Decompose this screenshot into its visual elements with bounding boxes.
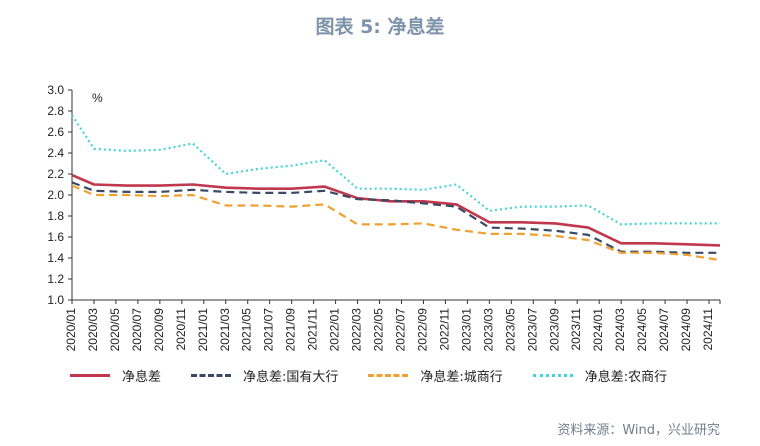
x-tick-label: 2023/03 xyxy=(481,308,495,352)
legend-swatch xyxy=(368,374,409,377)
x-tick-label: 2021/09 xyxy=(284,308,298,352)
y-tick-label: 2.0 xyxy=(47,188,64,202)
legend-item-4: 净息差:农商行 xyxy=(532,366,668,385)
legend-label: 净息差:国有大行 xyxy=(243,370,339,385)
legend-label: 净息差:城商行 xyxy=(420,370,503,385)
legend-swatch xyxy=(70,374,110,377)
x-tick-label: 2022/05 xyxy=(372,308,386,352)
series-line-3 xyxy=(71,184,721,262)
y-tick-label: 2.2 xyxy=(47,167,64,181)
series-line-2 xyxy=(71,181,720,254)
y-tick-label: 1.0 xyxy=(47,293,64,307)
series-layer xyxy=(71,114,721,262)
y-axis-unit-label: % xyxy=(92,91,103,105)
x-tick-label: 2021/03 xyxy=(218,308,232,352)
x-tick-label: 2020/05 xyxy=(108,308,122,352)
x-tick-label: 2024/11 xyxy=(701,308,715,351)
y-tick-label: 3.0 xyxy=(47,83,64,97)
x-tick-label: 2020/09 xyxy=(152,308,166,352)
y-tick-label: 1.8 xyxy=(47,209,64,223)
x-tick-label: 2021/11 xyxy=(306,308,320,351)
legend-item-1: 净息差 xyxy=(70,366,161,385)
x-tick-label: 2020/01 xyxy=(64,308,78,352)
x-tick-label: 2021/07 xyxy=(262,308,276,352)
x-tick-label: 2020/03 xyxy=(86,308,100,352)
legend-item-2: 净息差:国有大行 xyxy=(191,366,338,385)
x-tick-label: 2022/11 xyxy=(437,308,451,351)
axes-layer: 1.0 1.2 1.4 1.6 1.8 2.0 2.2 2.4 2.6 2.8 3.0% 2020/0… xyxy=(47,83,721,352)
x-tick-label: 2023/09 xyxy=(547,308,561,352)
y-tick-label: 2.8 xyxy=(47,104,64,118)
x-tick-label: 2023/01 xyxy=(459,308,473,352)
x-tick-label: 2023/11 xyxy=(569,308,583,351)
x-tick-label: 2024/01 xyxy=(591,308,605,352)
y-tick-label: 1.2 xyxy=(47,272,64,286)
series-line-1 xyxy=(71,173,721,247)
x-tick-label: 2021/01 xyxy=(196,308,210,352)
x-tick-label: 2020/11 xyxy=(174,308,188,351)
x-tick-label: 2024/03 xyxy=(613,308,627,352)
legend-label: 净息差:农商行 xyxy=(584,370,668,385)
y-tick-label: 1.4 xyxy=(47,251,64,265)
x-tick-label: 2022/01 xyxy=(328,308,342,352)
y-tick-label: 1.6 xyxy=(47,230,64,244)
chart-legend: 净息差 净息差:国有大行 净息差:城商行 净息差:农商行 xyxy=(70,366,697,385)
legend-swatch xyxy=(532,374,573,377)
x-tick-label: 2022/09 xyxy=(415,308,429,352)
legend-swatch xyxy=(191,374,232,377)
x-tick-label: 2023/07 xyxy=(525,308,539,352)
x-tick-label: 2021/05 xyxy=(240,308,254,352)
x-tick-label: 2022/07 xyxy=(393,308,407,352)
x-tick-label: 2024/07 xyxy=(657,308,671,352)
chart-title: 图表 5: 净息差 xyxy=(315,16,445,38)
x-tick-label: 2024/05 xyxy=(635,308,649,352)
x-tick-label: 2020/07 xyxy=(130,308,144,352)
source-note: 资料来源：Wind，兴业研究 xyxy=(557,423,720,438)
legend-item-3: 净息差:城商行 xyxy=(368,366,503,385)
y-tick-label: 2.6 xyxy=(47,125,64,139)
series-line-4 xyxy=(71,114,720,226)
x-tick-label: 2023/05 xyxy=(503,308,517,352)
y-tick-label: 2.4 xyxy=(47,146,64,160)
x-tick-label: 2024/09 xyxy=(679,308,693,352)
legend-label: 净息差 xyxy=(122,370,162,385)
x-tick-label: 2022/03 xyxy=(350,308,364,352)
